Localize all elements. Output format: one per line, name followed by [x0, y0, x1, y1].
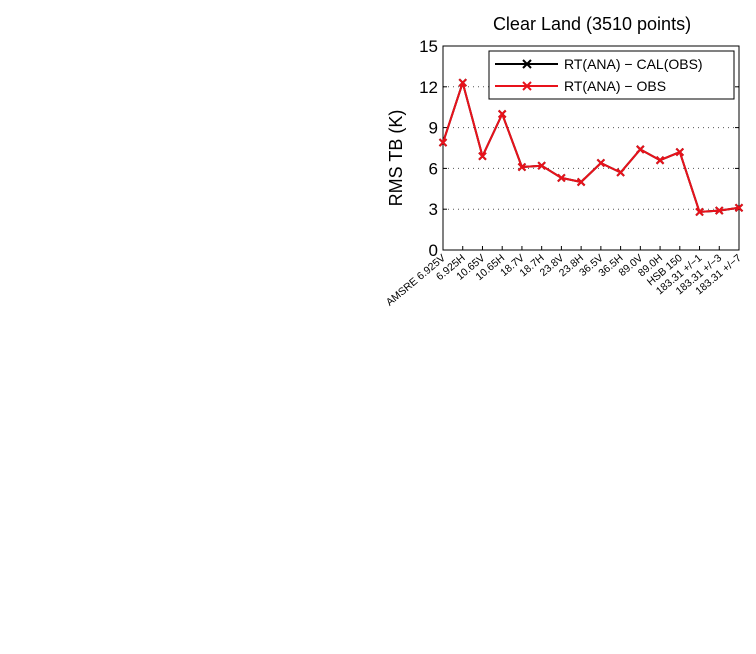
y-tick-label: 15: [419, 37, 438, 56]
y-tick-label: 9: [429, 119, 438, 138]
y-tick-label: 3: [429, 200, 438, 219]
series-line: [442, 81, 740, 213]
data-point: [478, 151, 487, 161]
y-tick-label: 6: [429, 159, 438, 178]
legend-box: [488, 50, 735, 100]
series-1: [438, 78, 744, 217]
data-point: [734, 203, 744, 213]
y-axis-label: RMS TB (K): [386, 110, 406, 207]
series-2: [438, 78, 744, 217]
data-point: [715, 206, 724, 215]
legend-marker-series-1: [522, 59, 532, 69]
data-point: [695, 207, 704, 217]
legend: RT(ANA) − CAL(OBS) RT(ANA) − OBS: [488, 50, 735, 100]
data-point: [655, 156, 665, 165]
data-point: [616, 168, 625, 177]
data-point: [576, 177, 586, 187]
legend-label-series-2: RT(ANA) − OBS: [564, 78, 666, 94]
y-tick-label: 0: [429, 241, 438, 260]
plot-frame: [442, 45, 740, 251]
x-axis-ticks: AMSRE 6.925V6.925H10.65V10.65H18.7V18.7H…: [384, 246, 744, 309]
y-axis-ticks: 0 3 6 9 12 15: [419, 37, 739, 260]
data-point: [537, 161, 546, 170]
legend-label-series-1: RT(ANA) − CAL(OBS): [564, 56, 703, 72]
axes: [442, 45, 740, 251]
y-tick-label: 12: [419, 78, 438, 97]
data-series: [438, 78, 744, 217]
data-point: [458, 78, 467, 87]
data-point: [497, 109, 507, 119]
data-point: [636, 145, 645, 154]
legend-marker-series-2: [522, 81, 532, 91]
data-point: [438, 138, 448, 147]
data-point: [517, 162, 527, 172]
data-point: [675, 147, 685, 157]
chart-title: Clear Land (3510 points): [493, 14, 691, 34]
data-point: [557, 173, 566, 183]
data-point: [596, 158, 606, 168]
